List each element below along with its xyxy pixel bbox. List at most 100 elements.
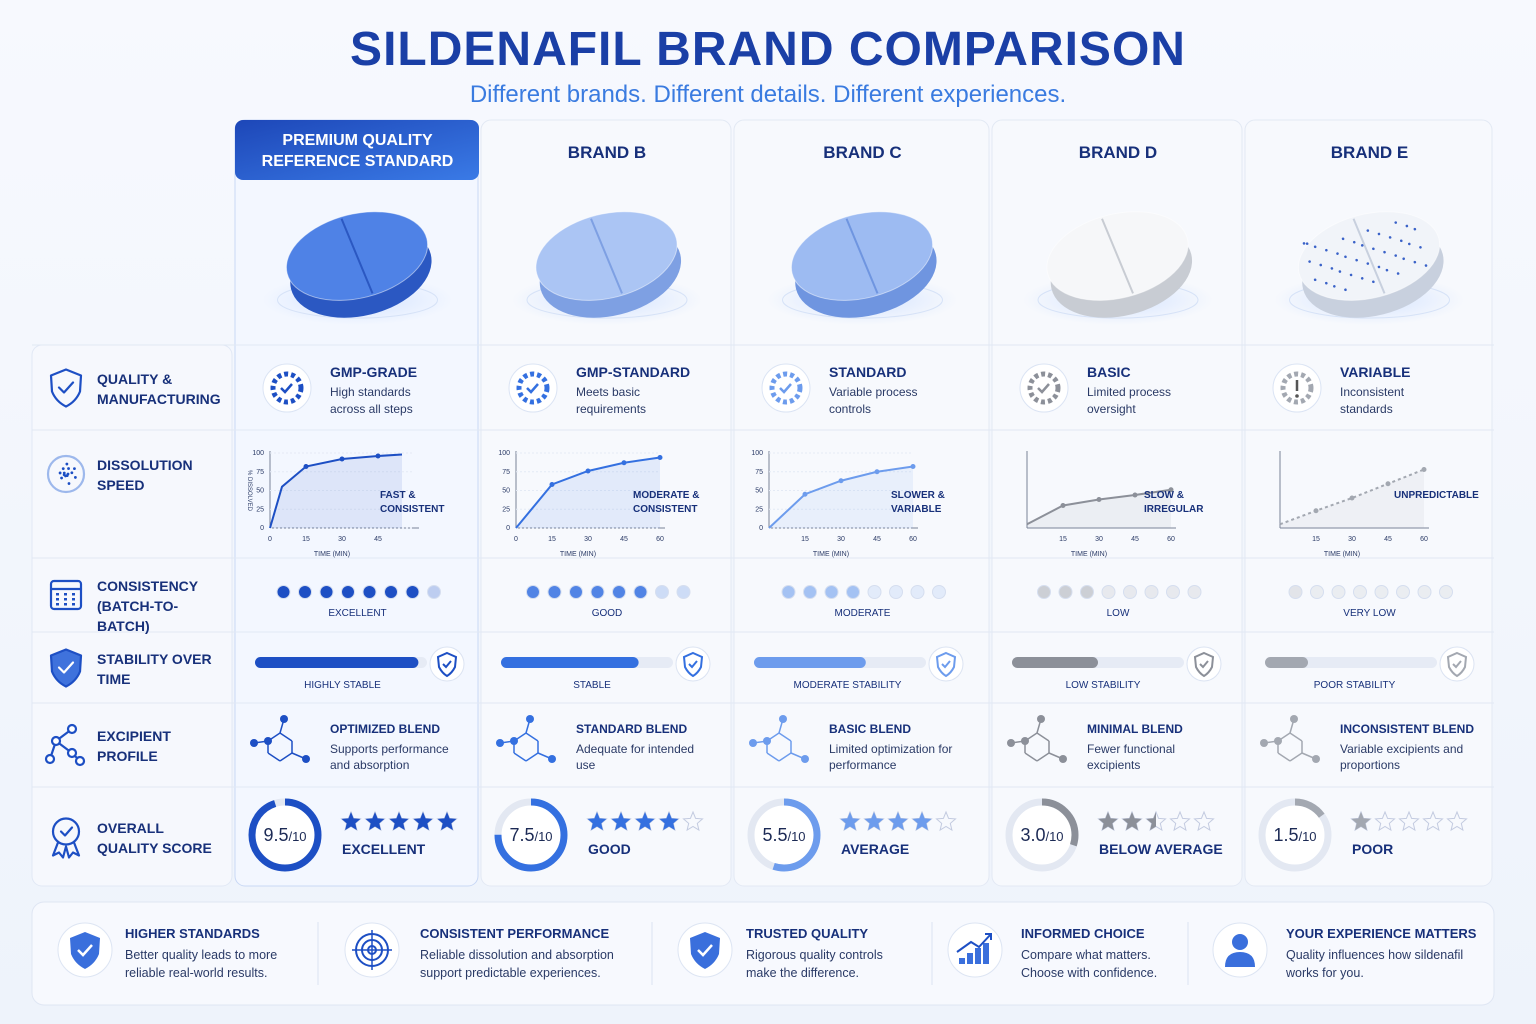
atom (250, 739, 258, 747)
speckle (1388, 236, 1392, 239)
stability-label: STABLE (573, 680, 611, 691)
atom (50, 735, 62, 747)
stability-badge (1439, 646, 1475, 682)
consistency-dot (803, 585, 817, 599)
atom (779, 715, 787, 723)
star-rating (340, 810, 458, 832)
particle (73, 476, 77, 479)
quality-gear (1027, 371, 1061, 405)
star (341, 812, 361, 831)
dissolution-line (269, 453, 403, 529)
footer-text: Better quality leads to more reliable re… (125, 948, 278, 980)
dissolution-label: FAST & CONSISTENT (380, 490, 445, 515)
score-value: 1.5 (1273, 825, 1299, 845)
footer-check (77, 944, 93, 957)
row-icon (49, 579, 83, 611)
speckle (1385, 268, 1389, 272)
row-icon (51, 817, 81, 859)
bar-icon (983, 943, 989, 964)
x-axis-label: TIME (MIN) (314, 551, 350, 558)
dissolution-label: MODERATE & CONSISTENT (633, 490, 700, 515)
atom (280, 715, 288, 723)
consistency-dot (526, 585, 540, 599)
speckle (1355, 258, 1358, 262)
header-highlight (235, 120, 479, 180)
atom (510, 737, 518, 745)
row-label: DISSOLUTION SPEED (97, 457, 193, 493)
rating-label: GOOD (588, 841, 631, 857)
pill (1297, 211, 1444, 318)
excipient-title: STANDARD BLEND (576, 722, 688, 736)
bar-icon (975, 948, 981, 964)
star (864, 812, 884, 831)
atom (526, 715, 534, 723)
consistency-dot (676, 585, 691, 599)
x-axis-label: TIME (MIN) (1071, 551, 1107, 558)
consistency-dot (1166, 585, 1180, 599)
excipient-text: Adequate for intended use (576, 742, 695, 772)
bond (1024, 752, 1038, 762)
speckle (1377, 265, 1381, 269)
x-tick-label: 60 (1167, 536, 1175, 543)
dissolution-line (1279, 468, 1425, 526)
quality-text: Limited process oversight (1087, 385, 1172, 416)
calendar-day (56, 603, 59, 606)
y-tick-label: 0 (260, 525, 264, 532)
particle (58, 471, 62, 475)
footer-title: HIGHER STANDARDS (125, 926, 260, 941)
speckle (1319, 263, 1323, 267)
row-icon (49, 648, 83, 688)
speckle (1330, 267, 1334, 270)
dissolution-point (1313, 508, 1319, 514)
score-text: 7.5/10 (491, 824, 571, 847)
x-tick-label: 30 (1348, 536, 1356, 543)
bond (766, 752, 780, 762)
star (912, 812, 932, 831)
calendar-day (64, 603, 67, 606)
speckle (1360, 277, 1364, 280)
brand-name: BRAND B (567, 143, 647, 162)
score-ring (494, 798, 568, 872)
stability-badge (675, 646, 711, 682)
particle (67, 482, 71, 485)
x-axis-label: TIME (MIN) (813, 551, 849, 558)
quality-title: STANDARD (829, 364, 907, 380)
bond (525, 752, 539, 762)
pill (535, 211, 682, 318)
calendar-day (72, 593, 75, 596)
x-tick-label: 0 (268, 536, 272, 543)
bond (778, 732, 792, 742)
stability-bar (501, 657, 639, 668)
speckle (1349, 273, 1353, 277)
atom (1021, 737, 1029, 745)
consistency-dot (276, 585, 291, 599)
score-ring (747, 798, 821, 872)
consistency-dot (384, 585, 398, 599)
consistency-dot (612, 585, 626, 599)
consistency-label: MODERATE (834, 608, 891, 619)
consistency-dot (889, 585, 903, 599)
star (659, 812, 679, 831)
atom (264, 737, 272, 745)
trend-arrow (956, 933, 992, 953)
speckle (1377, 232, 1381, 236)
consistency-dot (405, 585, 420, 599)
atom (1037, 715, 1045, 723)
speckle (1366, 262, 1370, 265)
rating-label: EXCELLENT (342, 841, 426, 857)
bond (778, 752, 792, 762)
speckle (1333, 285, 1336, 288)
score-value: 3.0 (1020, 825, 1046, 845)
star (587, 812, 607, 831)
x-tick-label: 45 (620, 536, 628, 543)
score-suffix: /10 (1045, 829, 1064, 844)
y-tick-label: 100 (252, 450, 264, 457)
star-rating (1350, 810, 1468, 832)
speckle (1394, 254, 1397, 257)
score-value: 5.5 (762, 825, 788, 845)
score-suffix: /10 (787, 829, 806, 844)
stability-shield (682, 651, 704, 678)
speckle (1402, 257, 1405, 261)
dissolution-point (585, 468, 591, 474)
rating-label: BELOW AVERAGE (1099, 841, 1223, 857)
